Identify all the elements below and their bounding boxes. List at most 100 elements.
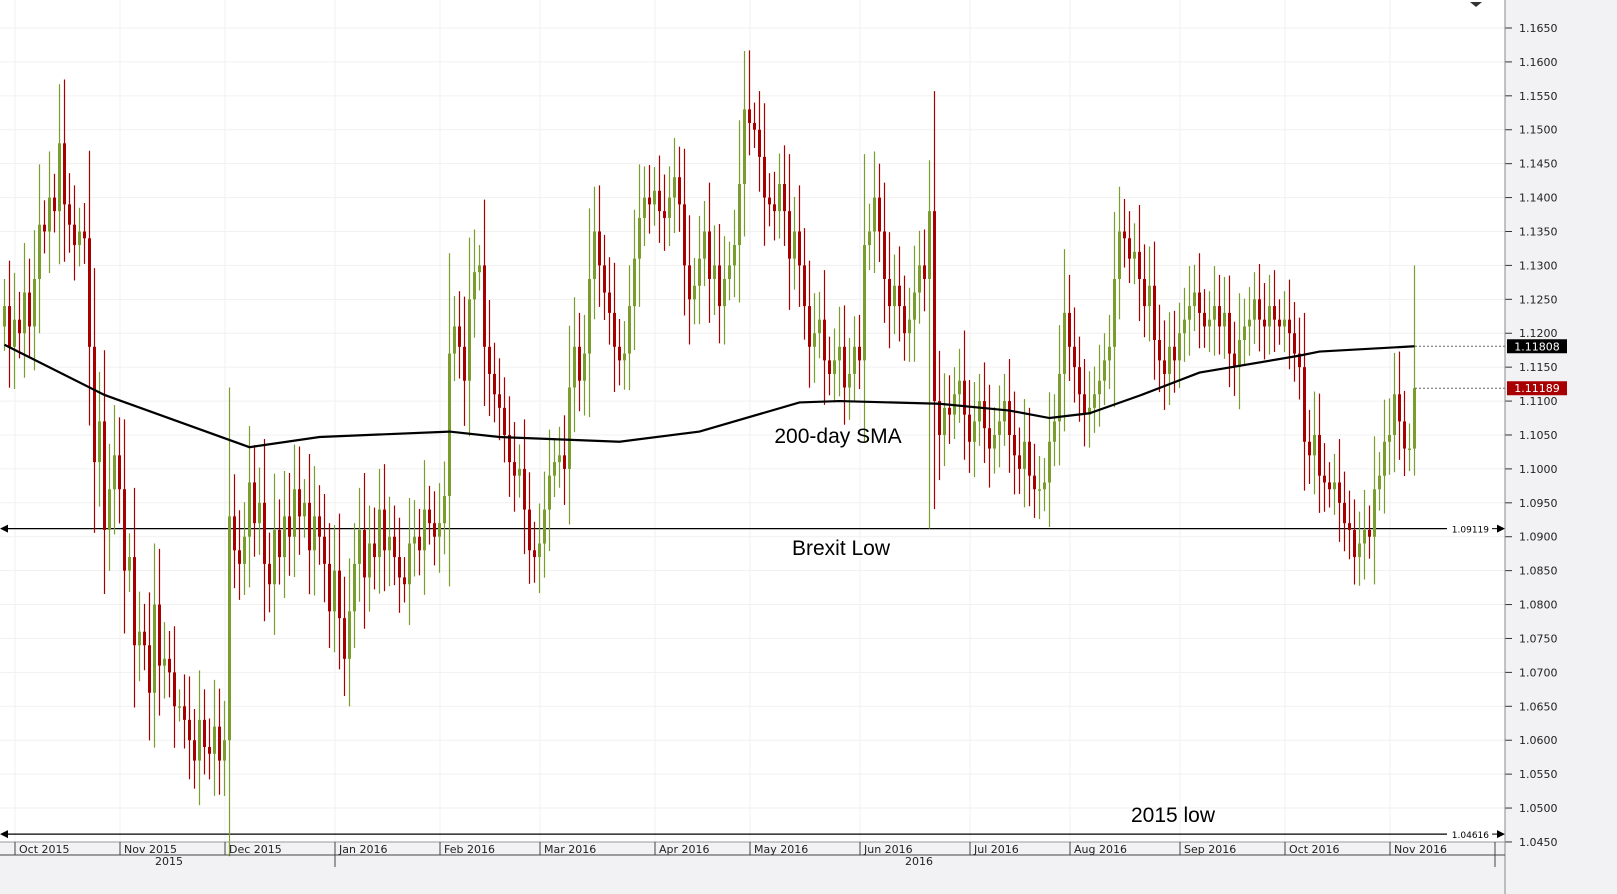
candle-body [1233, 353, 1236, 368]
candle-body [1058, 373, 1061, 422]
candle-body [998, 421, 1001, 435]
candle [1378, 451, 1381, 511]
candle [323, 493, 326, 603]
x-tick-label: Feb 2016 [444, 843, 495, 856]
candle-body [1318, 434, 1321, 476]
candle-body [833, 360, 836, 374]
candle-body [903, 306, 906, 334]
candle [513, 422, 516, 512]
candle [1328, 462, 1331, 508]
candle-body [258, 502, 261, 524]
candle-body [423, 509, 426, 551]
candle-body [63, 143, 66, 205]
candle [333, 525, 336, 653]
candle-body [253, 482, 256, 524]
candle-body [513, 462, 516, 476]
y-tick-label: 1.1400 [1519, 192, 1558, 205]
candle-body [473, 272, 476, 300]
candle-body [58, 143, 61, 212]
candle-body [693, 285, 696, 300]
y-tick-label: 1.1100 [1519, 395, 1558, 408]
candle [593, 186, 596, 320]
candle-body [143, 631, 146, 646]
candle [638, 164, 641, 307]
candle-body [373, 543, 376, 558]
candle [43, 200, 46, 254]
collapse-arrow-icon[interactable] [1470, 2, 1482, 7]
candle [433, 491, 436, 566]
candle-body [348, 611, 351, 659]
candle [118, 417, 121, 524]
candle-body [798, 231, 801, 266]
candle [913, 245, 916, 362]
candle [1248, 287, 1251, 356]
candle [238, 510, 241, 600]
candle [148, 592, 151, 741]
candle-body [148, 645, 151, 693]
x-tick-label: Apr 2016 [659, 843, 710, 856]
candle-body [883, 231, 886, 279]
candle-body [888, 278, 891, 307]
candle [483, 199, 486, 407]
candle [288, 472, 291, 576]
candle-body [1093, 394, 1096, 408]
candle [558, 426, 561, 488]
annotation-sma: 200-day SMA [774, 425, 901, 448]
candle [703, 200, 706, 287]
candle [448, 253, 451, 587]
candle-body [193, 740, 196, 761]
candle [1148, 246, 1151, 342]
candle-body [873, 197, 876, 232]
candle-body [588, 278, 591, 354]
gridlines [0, 0, 1505, 843]
candle-body [228, 516, 231, 741]
candle [1323, 443, 1326, 512]
candle-body [803, 265, 806, 307]
candle-body [1023, 441, 1026, 469]
candle-body [338, 570, 341, 619]
candle [218, 688, 221, 795]
candle-body [483, 265, 486, 347]
candle-body [623, 353, 626, 361]
candle [1188, 266, 1191, 356]
candle [243, 502, 246, 595]
y-tick-label: 1.1550 [1519, 90, 1558, 103]
candle [1243, 298, 1246, 366]
candle [848, 337, 851, 420]
candle [8, 260, 11, 388]
candle-body [633, 258, 636, 307]
candle [1403, 390, 1406, 477]
candle [893, 254, 896, 335]
candle-body [383, 509, 386, 551]
candle-body [203, 719, 206, 747]
candle [903, 275, 906, 361]
candle-body [768, 197, 771, 205]
candle-body [1243, 326, 1246, 341]
candle [133, 487, 136, 708]
price-tag-label: 1.11189 [1514, 382, 1560, 395]
candle-body [603, 265, 606, 293]
candle-body [1133, 251, 1136, 259]
candle-body [1013, 434, 1016, 456]
candle [23, 243, 26, 378]
candle [1373, 436, 1376, 585]
candle-body [1208, 319, 1211, 327]
candle [998, 385, 1001, 468]
candle [443, 461, 446, 555]
x-tick-label: Aug 2016 [1074, 843, 1127, 856]
candle-body [323, 536, 326, 564]
candle [603, 234, 606, 321]
candle-body [978, 401, 981, 422]
candle [813, 293, 816, 383]
candle [1198, 253, 1201, 349]
candle-body [558, 455, 561, 463]
candle [853, 316, 856, 402]
candle-body [233, 516, 236, 551]
candle [678, 146, 681, 232]
candle-body [733, 245, 736, 266]
candle-body [713, 265, 716, 279]
candle-body [708, 231, 711, 279]
x-tick-label: Jun 2016 [863, 843, 913, 856]
y-tick-label: 1.0600 [1519, 734, 1558, 747]
